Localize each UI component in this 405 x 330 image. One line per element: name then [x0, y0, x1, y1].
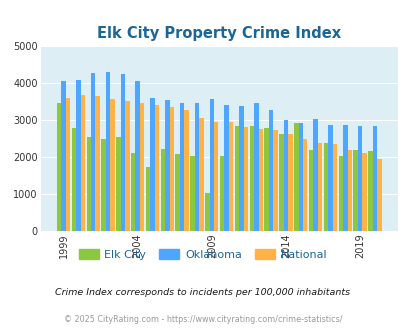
Bar: [317, 144, 322, 231]
Bar: [243, 127, 247, 231]
Bar: [220, 156, 224, 231]
Bar: [116, 137, 120, 231]
Bar: [179, 104, 184, 231]
Bar: [293, 123, 298, 231]
Bar: [332, 144, 336, 231]
Bar: [268, 110, 273, 231]
Bar: [135, 81, 140, 231]
Bar: [288, 134, 292, 231]
Bar: [347, 150, 351, 231]
Bar: [106, 72, 110, 231]
Bar: [95, 96, 100, 231]
Bar: [338, 156, 342, 231]
Bar: [213, 121, 218, 231]
Bar: [362, 153, 366, 231]
Bar: [125, 101, 129, 231]
Bar: [367, 151, 372, 231]
Bar: [327, 125, 332, 231]
Bar: [323, 143, 327, 231]
Bar: [154, 105, 159, 231]
Bar: [298, 123, 302, 231]
Bar: [61, 81, 66, 231]
Bar: [194, 104, 199, 231]
Bar: [283, 120, 288, 231]
Bar: [258, 129, 262, 231]
Bar: [175, 154, 179, 231]
Bar: [184, 110, 188, 231]
Bar: [376, 158, 381, 231]
Bar: [199, 118, 203, 231]
Bar: [205, 193, 209, 231]
Bar: [249, 126, 254, 231]
Text: © 2025 CityRating.com - https://www.cityrating.com/crime-statistics/: © 2025 CityRating.com - https://www.city…: [64, 315, 341, 324]
Bar: [80, 95, 85, 231]
Bar: [150, 98, 154, 231]
Bar: [131, 153, 135, 231]
Bar: [264, 128, 268, 231]
Bar: [224, 105, 228, 231]
Bar: [353, 150, 357, 231]
Bar: [165, 100, 169, 231]
Text: Crime Index corresponds to incidents per 100,000 inhabitants: Crime Index corresponds to incidents per…: [55, 287, 350, 297]
Bar: [57, 104, 61, 231]
Bar: [86, 137, 91, 231]
Bar: [160, 148, 165, 231]
Bar: [372, 126, 376, 231]
Bar: [120, 74, 125, 231]
Bar: [190, 156, 194, 231]
Bar: [234, 126, 239, 231]
Bar: [169, 107, 174, 231]
Bar: [308, 150, 313, 231]
Bar: [145, 167, 150, 231]
Bar: [279, 134, 283, 231]
Bar: [254, 104, 258, 231]
Bar: [239, 106, 243, 231]
Legend: Elk City, Oklahoma, National: Elk City, Oklahoma, National: [74, 245, 331, 264]
Bar: [209, 99, 213, 231]
Bar: [342, 125, 347, 231]
Bar: [140, 104, 144, 231]
Bar: [66, 98, 70, 231]
Bar: [91, 73, 95, 231]
Bar: [72, 127, 76, 231]
Bar: [302, 139, 307, 231]
Bar: [110, 99, 114, 231]
Bar: [313, 119, 317, 231]
Title: Elk City Property Crime Index: Elk City Property Crime Index: [97, 26, 341, 41]
Bar: [76, 80, 80, 231]
Bar: [228, 122, 233, 231]
Bar: [357, 126, 362, 231]
Bar: [101, 139, 106, 231]
Bar: [273, 130, 277, 231]
